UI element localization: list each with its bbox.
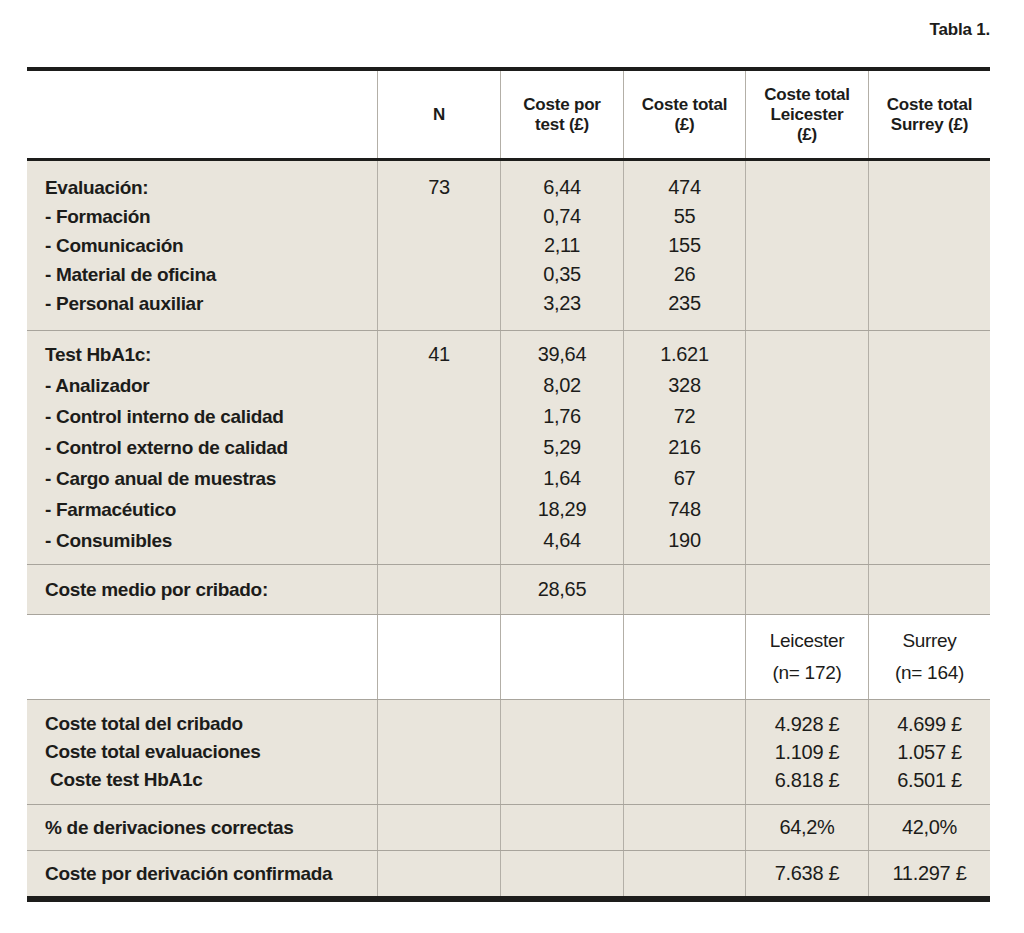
cost-table: N Coste por test (£) Coste total (£) Cos…: [27, 67, 990, 902]
cell-coste-por-test: [500, 700, 623, 804]
header-cell-coste-por-test: Coste por test (£): [500, 71, 623, 158]
cell-leicester-subheader: Leicester (n= 172): [745, 615, 868, 699]
cell-coste-por-test: [500, 805, 623, 850]
cell-surrey: [868, 161, 990, 330]
cell-coste-total: [623, 851, 745, 896]
cell-coste-total: [623, 565, 745, 614]
cell-coste-por-test: 6,44 0,74 2,11 0,35 3,23: [500, 161, 623, 330]
cell-n: [377, 700, 500, 804]
cell-surrey: 4.699 £ 1.057 £ 6.501 £: [868, 700, 990, 804]
header-cell-coste-total-surrey: Coste total Surrey (£): [868, 71, 990, 158]
cell-surrey: 11.297 £: [868, 851, 990, 896]
cell-n: [377, 851, 500, 896]
cell-leicester: 64,2%: [745, 805, 868, 850]
header-cell-coste-total: Coste total (£): [623, 71, 745, 158]
cell-coste-por-test: 28,65: [500, 565, 623, 614]
row-label: Evaluación: - Formación - Comunicación -…: [27, 161, 377, 330]
table-body: Evaluación: - Formación - Comunicación -…: [27, 161, 990, 896]
row-label: Coste por derivación confirmada: [27, 851, 377, 896]
row-label: Test HbA1c: - Analizador - Control inter…: [27, 331, 377, 564]
row-label: Coste total del cribado Coste total eval…: [27, 700, 377, 804]
cell-surrey: [868, 565, 990, 614]
cell-n: [377, 805, 500, 850]
cell-surrey: 42,0%: [868, 805, 990, 850]
cell-leicester: 7.638 £: [745, 851, 868, 896]
section-derivaciones-correctas: % de derivaciones correctas 64,2% 42,0%: [27, 804, 990, 850]
section-test-hba1c: Test HbA1c: - Analizador - Control inter…: [27, 330, 990, 564]
section-subheader-sites: Leicester (n= 172) Surrey (n= 164): [27, 614, 990, 699]
cell-leicester: [745, 565, 868, 614]
row-label: % de derivaciones correctas: [27, 805, 377, 850]
row-label: Coste medio por cribado:: [27, 565, 377, 614]
cell-coste-total: 1.621 328 72 216 67 748 190: [623, 331, 745, 564]
header-cell-coste-total-leicester: Coste total Leicester (£): [745, 71, 868, 158]
cell-coste-por-test: 39,64 8,02 1,76 5,29 1,64 18,29 4,64: [500, 331, 623, 564]
cell-coste-total: 474 55 155 26 235: [623, 161, 745, 330]
section-evaluacion: Evaluación: - Formación - Comunicación -…: [27, 161, 990, 330]
cell-coste-total: [623, 805, 745, 850]
cell-coste-por-test: [500, 851, 623, 896]
cell-n: 73: [377, 161, 500, 330]
cell-leicester: [745, 161, 868, 330]
section-totales: Coste total del cribado Coste total eval…: [27, 699, 990, 804]
cell-surrey: [868, 331, 990, 564]
row-label: [27, 615, 377, 699]
cell-n: [377, 565, 500, 614]
cell-coste-por-test: [500, 615, 623, 699]
cell-leicester: 4.928 £ 1.109 £ 6.818 £: [745, 700, 868, 804]
cell-n: [377, 615, 500, 699]
header-cell-empty: [27, 71, 377, 158]
cell-leicester: [745, 331, 868, 564]
table-caption: Tabla 1.: [930, 20, 990, 40]
cell-coste-total: [623, 700, 745, 804]
section-coste-por-derivacion: Coste por derivación confirmada 7.638 £ …: [27, 850, 990, 896]
cell-surrey-subheader: Surrey (n= 164): [868, 615, 990, 699]
cell-coste-total: [623, 615, 745, 699]
page: Tabla 1. N Coste por test (£) Coste tota…: [0, 0, 1024, 933]
cell-n: 41: [377, 331, 500, 564]
section-coste-medio: Coste medio por cribado: 28,65: [27, 564, 990, 614]
header-cell-n: N: [377, 71, 500, 158]
table-header-row: N Coste por test (£) Coste total (£) Cos…: [27, 71, 990, 161]
